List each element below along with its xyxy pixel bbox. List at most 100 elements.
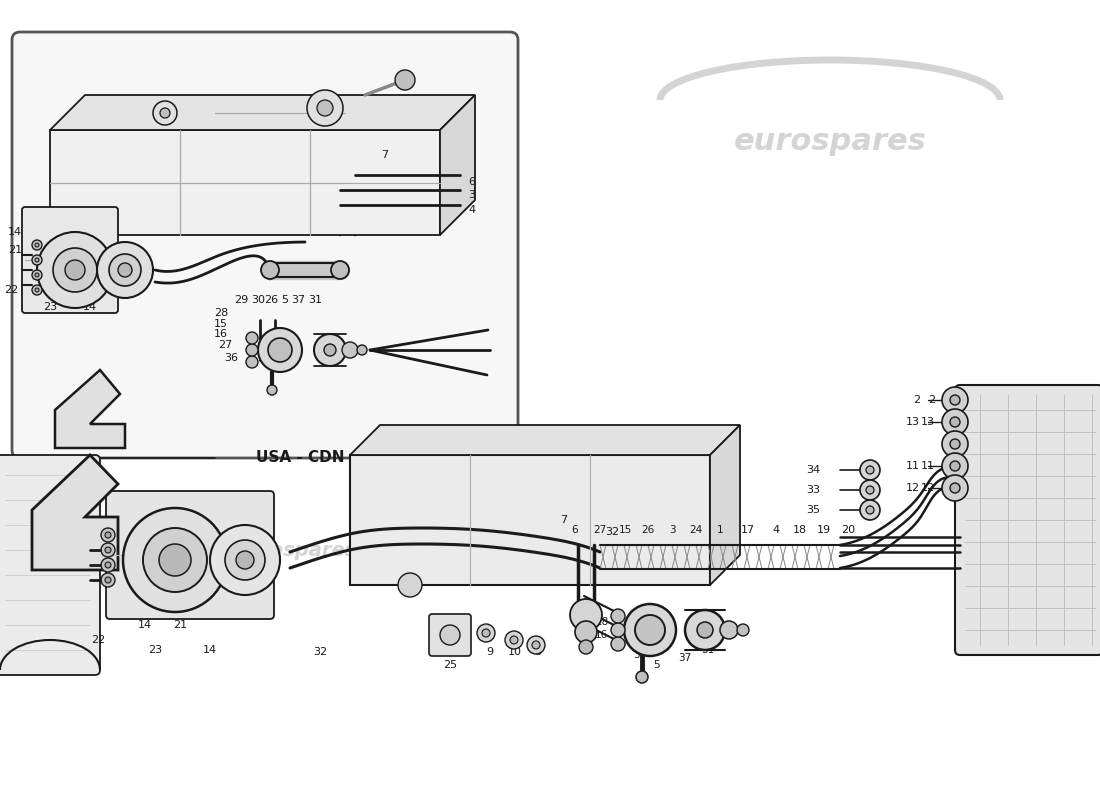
Text: 1: 1 (717, 525, 724, 535)
Text: 8: 8 (535, 647, 541, 657)
Circle shape (697, 622, 713, 638)
Text: 31: 31 (308, 295, 322, 305)
Text: 36: 36 (224, 353, 238, 363)
Circle shape (610, 609, 625, 623)
Text: 4: 4 (468, 205, 475, 215)
Text: 15: 15 (618, 525, 631, 535)
Circle shape (101, 528, 116, 542)
Circle shape (261, 261, 279, 279)
Text: 21: 21 (8, 245, 22, 255)
Circle shape (527, 636, 544, 654)
Circle shape (37, 232, 113, 308)
Text: 5: 5 (653, 660, 660, 670)
Circle shape (160, 544, 191, 576)
FancyBboxPatch shape (22, 207, 118, 313)
Circle shape (324, 344, 336, 356)
Circle shape (950, 439, 960, 449)
Text: 3: 3 (468, 190, 475, 200)
Circle shape (307, 90, 343, 126)
Text: 14: 14 (82, 302, 97, 312)
Text: 15: 15 (214, 319, 228, 329)
Text: 6: 6 (572, 525, 579, 535)
Circle shape (860, 480, 880, 500)
Circle shape (610, 637, 625, 651)
Text: 12: 12 (921, 483, 935, 493)
Circle shape (398, 573, 422, 597)
Circle shape (942, 387, 968, 413)
Text: 22: 22 (90, 635, 104, 645)
Text: 10: 10 (508, 647, 522, 657)
Text: USA - CDN: USA - CDN (255, 450, 344, 466)
Circle shape (143, 528, 207, 592)
Circle shape (160, 108, 170, 118)
Text: 12: 12 (906, 483, 920, 493)
Text: 5: 5 (282, 295, 288, 305)
Circle shape (314, 334, 346, 366)
Circle shape (246, 356, 258, 368)
Text: eurospares: eurospares (233, 541, 356, 559)
Circle shape (32, 270, 42, 280)
Text: 18: 18 (793, 525, 807, 535)
Text: 37: 37 (290, 295, 305, 305)
Circle shape (942, 453, 968, 479)
FancyBboxPatch shape (106, 491, 274, 619)
Text: 27: 27 (218, 340, 232, 350)
Circle shape (118, 263, 132, 277)
Circle shape (510, 636, 518, 644)
Text: 29: 29 (614, 640, 627, 650)
Circle shape (109, 254, 141, 286)
Circle shape (624, 604, 676, 656)
Circle shape (210, 525, 280, 595)
Text: 26: 26 (264, 295, 278, 305)
Circle shape (35, 288, 39, 292)
Text: 11: 11 (906, 461, 920, 471)
Circle shape (101, 558, 116, 572)
Polygon shape (50, 95, 475, 130)
Circle shape (32, 255, 42, 265)
Circle shape (246, 332, 258, 344)
Circle shape (737, 624, 749, 636)
Text: 30: 30 (251, 295, 265, 305)
Circle shape (342, 342, 358, 358)
Circle shape (104, 562, 111, 568)
Text: 31: 31 (702, 645, 715, 655)
Text: 2: 2 (928, 395, 935, 405)
Text: 34: 34 (806, 465, 820, 475)
Text: 9: 9 (486, 647, 494, 657)
Circle shape (720, 621, 738, 639)
Circle shape (575, 621, 597, 643)
Circle shape (942, 475, 968, 501)
Text: 17: 17 (741, 525, 755, 535)
Circle shape (635, 615, 666, 645)
Circle shape (35, 258, 39, 262)
Circle shape (942, 431, 968, 457)
Circle shape (97, 242, 153, 298)
Circle shape (942, 409, 968, 435)
Text: 35: 35 (806, 505, 820, 515)
Text: 14: 14 (138, 620, 152, 630)
Circle shape (505, 631, 522, 649)
Circle shape (860, 500, 880, 520)
Text: 25: 25 (443, 660, 458, 670)
Circle shape (532, 641, 540, 649)
Text: 21: 21 (173, 620, 187, 630)
Circle shape (104, 577, 111, 583)
Text: 6: 6 (468, 177, 475, 187)
Circle shape (53, 248, 97, 292)
Text: 7: 7 (560, 515, 566, 525)
Circle shape (866, 466, 874, 474)
Circle shape (395, 70, 415, 90)
Circle shape (267, 385, 277, 395)
FancyBboxPatch shape (955, 385, 1100, 655)
Circle shape (104, 547, 111, 553)
Text: 37: 37 (679, 653, 692, 663)
Text: eurospares: eurospares (734, 127, 926, 157)
Circle shape (258, 328, 303, 372)
Text: 19: 19 (817, 525, 832, 535)
Text: 28: 28 (595, 617, 608, 627)
Text: 13: 13 (906, 417, 920, 427)
Circle shape (236, 551, 254, 569)
Circle shape (440, 625, 460, 645)
Circle shape (226, 540, 265, 580)
Text: 30: 30 (634, 650, 647, 660)
